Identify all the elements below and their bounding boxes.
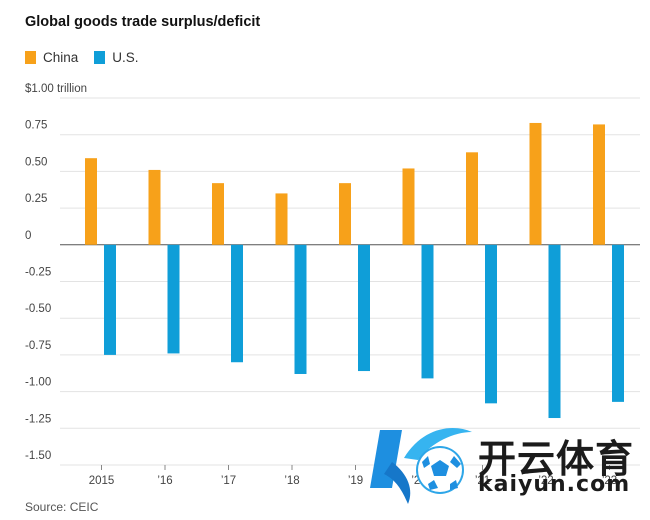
bar-us	[548, 244, 561, 419]
y-tick-label: 0.75	[25, 120, 47, 132]
x-tick-label: ’21	[475, 475, 490, 487]
legend-item-us: U.S.	[94, 50, 139, 65]
bar-us	[485, 244, 497, 404]
y-tick-label: -1.25	[25, 413, 51, 425]
legend-item-china: China	[25, 50, 78, 65]
bar-china	[85, 158, 97, 245]
legend-label-us: U.S.	[112, 50, 139, 65]
bar-us	[612, 244, 624, 402]
x-tick-label: ’20	[411, 475, 426, 487]
x-tick-label: ’22	[538, 475, 553, 487]
y-tick-label: -0.50	[25, 303, 51, 315]
y-tick-label: 0.50	[25, 156, 47, 168]
y-tick-label: $1.00 trillion	[25, 83, 87, 95]
legend-label-china: China	[43, 50, 79, 65]
chart-title: Global goods trade surplus/deficit	[25, 14, 261, 30]
bar-china	[593, 124, 605, 245]
y-tick-label: -0.25	[25, 267, 51, 279]
x-tick-label: ’16	[157, 475, 172, 487]
y-tick-label: -0.75	[25, 340, 51, 352]
y-tick-label: -1.50	[25, 450, 51, 462]
x-tick-label: ’19	[348, 475, 363, 487]
bar-china	[466, 152, 478, 245]
x-tick-label: ’17	[221, 475, 236, 487]
bar-us	[294, 244, 307, 374]
bar-us	[167, 244, 180, 354]
y-tick-label: 0.25	[25, 193, 47, 205]
bar-china	[529, 122, 542, 245]
bar-us	[358, 244, 370, 372]
legend-swatch-us	[94, 51, 106, 64]
bar-us	[421, 244, 434, 379]
bar-china	[402, 168, 415, 245]
bar-us	[231, 244, 243, 363]
source-note: Source: CEIC	[25, 500, 99, 514]
x-tick-label: 2015	[89, 475, 115, 487]
x-tick-label: ’23	[602, 475, 617, 487]
bar-us	[104, 244, 116, 355]
bar-china	[148, 169, 161, 245]
y-tick-label: -1.00	[25, 377, 51, 389]
bar-china	[339, 183, 351, 245]
y-tick-label: 0	[25, 230, 31, 242]
legend-swatch-china	[25, 51, 36, 64]
legend: China U.S.	[25, 50, 139, 65]
x-tick-label: ’18	[284, 475, 299, 487]
bar-china	[212, 183, 224, 245]
bar-china	[275, 193, 288, 245]
